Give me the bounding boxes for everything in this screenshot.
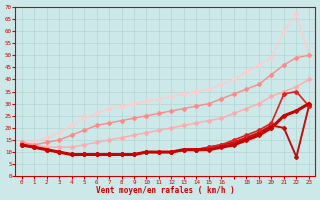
X-axis label: Vent moyen/en rafales ( km/h ): Vent moyen/en rafales ( km/h ) xyxy=(96,186,235,195)
